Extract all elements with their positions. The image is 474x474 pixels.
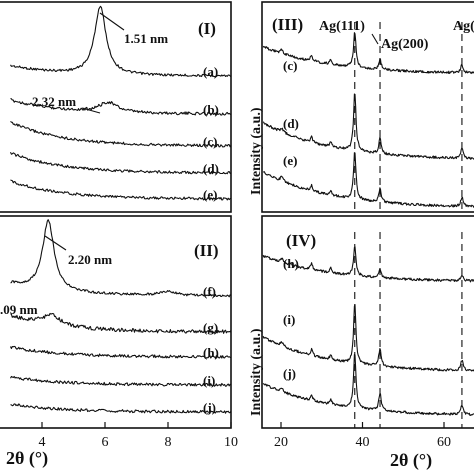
series-label-wide-d: (d) — [283, 116, 299, 131]
panel-IV: (h) (i) (j) (IV) Intensity (a.u.) 20 40 60 2… — [249, 215, 474, 471]
ag200-annotation: Ag(200) — [381, 37, 429, 52]
xrd-curve-c — [10, 120, 232, 148]
panel-IV-frame — [261, 215, 474, 429]
xrd-curve-d — [9, 151, 232, 175]
xrd-curve-wide-i — [262, 304, 474, 372]
panel-II-label: (II) — [194, 241, 219, 260]
panel-III-frame — [261, 1, 474, 213]
panel-III: (c) (d) (e) (III) Ag(111) Ag(200) Ag( Inte… — [249, 1, 474, 213]
ag111-leader-line — [371, 33, 379, 45]
peak-g-label: .09 nm — [0, 302, 38, 317]
peak-a-label: 1.51 nm — [124, 31, 168, 46]
x-tick-label: 20 — [274, 435, 288, 450]
xrd-curve-g — [10, 312, 232, 334]
panel-I-frame — [0, 1, 232, 213]
x-tick-label: 10 — [224, 435, 238, 450]
xrd-curve-wide-j — [262, 354, 474, 416]
xrd-curve-b — [10, 97, 232, 116]
x-tick-label: 4 — [39, 435, 46, 450]
xrd-curve-h — [9, 345, 232, 359]
xrd-curve-a — [10, 5, 232, 78]
series-label-c: (c) — [203, 134, 217, 149]
x-tick-label: 40 — [356, 435, 370, 450]
series-label-i: (i) — [203, 373, 215, 388]
xrd-curve-wide-e — [262, 152, 474, 208]
x-axis-label-left: 2θ (°) — [6, 448, 48, 469]
xrd-curve-wide-d — [262, 93, 474, 160]
series-label-wide-j: (j) — [283, 366, 296, 381]
series-label-f: (f) — [203, 284, 216, 299]
panel-III-label: (III) — [272, 15, 303, 34]
x-tick-label: 8 — [165, 435, 172, 450]
peak-f-leader-line — [44, 235, 67, 251]
panel-I: (a) (b) (c) (d) (e) (I) 1.51 nm 2.32 nm — [0, 1, 232, 213]
series-label-a: (a) — [203, 64, 218, 79]
series-label-h: (h) — [203, 345, 219, 360]
series-label-wide-i: (i) — [283, 312, 295, 327]
peak-a-leader-line — [99, 12, 125, 31]
series-label-wide-h: (h) — [283, 256, 299, 271]
series-label-wide-c: (c) — [283, 58, 297, 73]
ag111-annotation: Ag(111) — [319, 19, 365, 34]
series-label-b: (b) — [203, 102, 219, 117]
xrd-curve-wide-c — [262, 32, 474, 75]
panel-IV-label: (IV) — [286, 231, 316, 250]
series-label-j: (j) — [203, 400, 216, 415]
xrd-curve-j — [10, 403, 232, 414]
xrd-curve-f — [10, 219, 232, 298]
series-label-e: (e) — [203, 187, 217, 202]
xrd-curve-wide-h — [262, 246, 474, 283]
y-axis-label-top: Intensity (a.u.) — [249, 107, 264, 195]
peak-f-label: 2.20 nm — [68, 252, 112, 267]
x-axis-label-right: 2θ (°) — [390, 450, 432, 471]
y-axis-label-bottom: Intensity (a.u.) — [249, 328, 264, 416]
x-tick-label: 6 — [102, 435, 109, 450]
series-label-d: (d) — [203, 161, 219, 176]
series-label-g: (g) — [203, 320, 218, 335]
x-tick-label: 60 — [437, 435, 451, 450]
peak-b-label: 2.32 nm — [32, 94, 76, 109]
xrd-curve-e — [10, 179, 232, 201]
series-label-wide-e: (e) — [283, 153, 297, 168]
panel-II-frame — [0, 215, 232, 429]
ag-third-annotation: Ag( — [453, 19, 474, 34]
peak-b-leader-line — [81, 107, 101, 114]
xrd-curve-i — [10, 375, 232, 387]
panel-I-label: (I) — [198, 19, 216, 38]
panel-II: (f) (g) (h) (i) (j) (II) 2.20 nm .09 nm 4 6 8 1… — [0, 215, 238, 469]
